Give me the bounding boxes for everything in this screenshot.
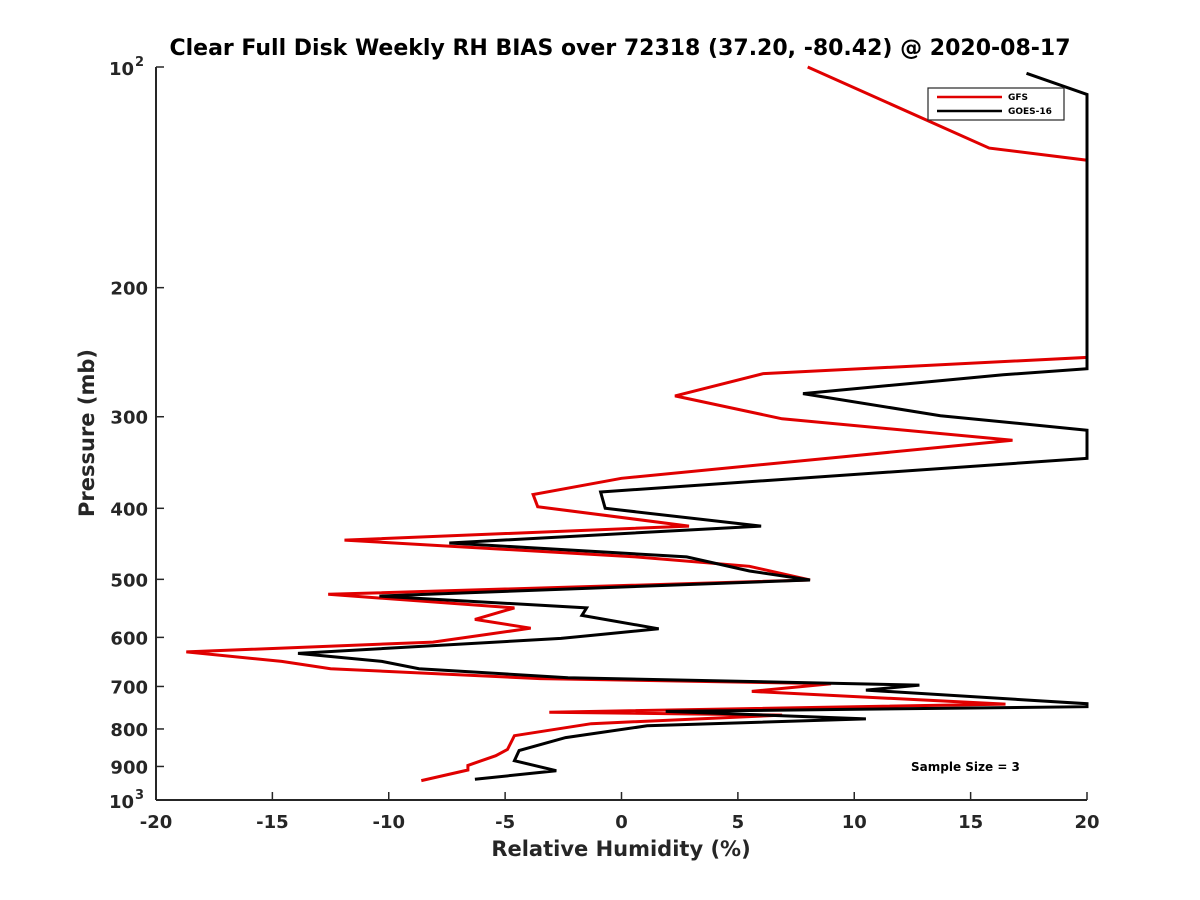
- x-tick-label: 0: [615, 812, 628, 833]
- y-tick-label: 700: [110, 677, 148, 698]
- sample-size-annotation: Sample Size = 3: [911, 760, 1020, 774]
- x-tick-label: -10: [372, 812, 405, 833]
- y-tick-exponent: 2: [135, 55, 144, 70]
- y-tick-label: 500: [110, 570, 148, 591]
- plot-area: -20 -15 -10 -5 0 5 10 15 20 10 220030040050060070…: [109, 55, 1100, 833]
- series-lines: [186, 65, 1089, 783]
- x-axis-label: Relative Humidity (%): [491, 837, 750, 861]
- series-line-goes16: [297, 71, 1089, 781]
- x-tick-label: 10: [842, 812, 867, 833]
- y-tick-label: 600: [110, 628, 148, 649]
- y-tick-label: 400: [110, 499, 148, 520]
- legend-label-gfs: GFS: [1008, 93, 1028, 103]
- chart-title: Clear Full Disk Weekly RH BIAS over 7231…: [169, 36, 1070, 61]
- x-tick-label: -20: [140, 812, 173, 833]
- series-line-gfs: [186, 65, 1089, 783]
- y-tick-label: 200: [110, 279, 148, 300]
- x-tick-label: 5: [732, 812, 745, 833]
- y-axis-label: Pressure (mb): [75, 349, 99, 517]
- legend-label-goes16: GOES-16: [1008, 107, 1052, 117]
- y-tick-exponent: 3: [135, 788, 144, 803]
- x-tick-label: 20: [1074, 812, 1099, 833]
- x-ticks: -20 -15 -10 -5 0 5 10 15 20: [140, 792, 1100, 833]
- y-tick-label: 300: [110, 408, 148, 429]
- x-tick-label: 15: [958, 812, 983, 833]
- y-tick-label: 900: [110, 757, 148, 778]
- y-tick-label: 10: [109, 792, 134, 813]
- y-tick-label: 800: [110, 720, 148, 741]
- y-tick-label: 10: [109, 59, 134, 80]
- x-tick-label: -5: [495, 812, 515, 833]
- legend-box: [927, 87, 1065, 121]
- legend: GFS GOES-16: [927, 87, 1065, 121]
- x-tick-label: -15: [256, 812, 289, 833]
